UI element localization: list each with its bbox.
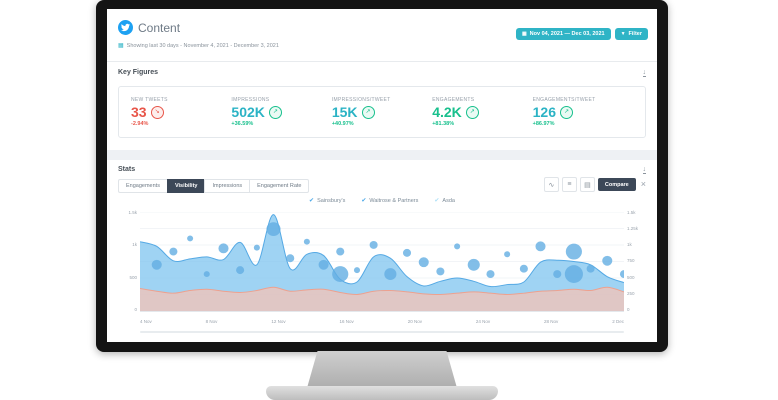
- download-icon[interactable]: ↓: [642, 69, 646, 77]
- calendar-icon: ▦: [118, 43, 124, 49]
- calendar-icon: ▦: [521, 30, 527, 37]
- tab-engagements[interactable]: Engagements: [118, 179, 167, 193]
- compare-button[interactable]: Compare: [597, 178, 636, 191]
- section-divider: [107, 150, 657, 160]
- filter-label: Filter: [628, 31, 642, 37]
- tick-label: 28 Nov: [544, 319, 559, 324]
- chart-controls: ∿ ≡ ▤ Compare ×: [543, 177, 646, 192]
- chart-plot[interactable]: [140, 212, 624, 312]
- y-axis-right: 1.5k 1.25k 1k 750 500 250 0: [625, 210, 646, 312]
- metric-value: 15K: [331, 104, 358, 120]
- monitor-frame: Content ▦ Showing last 30 days - Novembe…: [96, 0, 668, 352]
- metric-value: 4.2K: [432, 104, 462, 120]
- stats-title: Stats: [118, 166, 136, 173]
- metric-label: IMPRESSIONS: [231, 97, 270, 103]
- metric-engagements-per-tweet: ENGAGEMENTS/TWEET 126 ↗ +86.97%: [533, 97, 633, 127]
- chart-legend: ✔ Sainsbury's ✔ Waitrose & Partners ✔ As…: [107, 198, 657, 204]
- page-title: Content: [138, 20, 181, 35]
- tab-visibility[interactable]: Visibility: [166, 179, 205, 193]
- metric-value: 33: [131, 104, 147, 120]
- metric-delta: +36.59%: [231, 121, 254, 127]
- x-axis: 4 Nov 8 Nov 12 Nov 16 Nov 20 Nov 24 Nov 28 Nov…: [140, 319, 624, 324]
- filter-button[interactable]: ▼ Filter: [614, 28, 648, 40]
- tab-impressions[interactable]: Impressions: [204, 179, 250, 193]
- tick-label: 500: [129, 274, 137, 280]
- analytics-dashboard: Content ▦ Showing last 30 days - Novembe…: [107, 9, 657, 342]
- app-header: Content ▦ Showing last 30 days - Novembe…: [107, 9, 657, 62]
- tab-engagement-rate[interactable]: Engagement Rate: [249, 179, 310, 193]
- legend-waitrose[interactable]: ✔ Waitrose & Partners: [361, 198, 418, 204]
- tick-label: 1.5k: [627, 210, 636, 215]
- tick-label: 16 Nov: [339, 319, 354, 324]
- trend-up-icon: ↗: [361, 105, 375, 119]
- metric-value: 126: [532, 104, 556, 120]
- tick-label: 24 Nov: [475, 319, 491, 324]
- metric-label: IMPRESSIONS/TWEET: [331, 97, 391, 103]
- metric-label: ENGAGEMENTS/TWEET: [532, 97, 596, 103]
- date-range-subtitle: ▦ Showing last 30 days - November 4, 202…: [118, 43, 279, 49]
- key-figures-section: Key Figures ↓ NEW TWEETS 33 ↘ -2.94% IMP…: [107, 62, 657, 150]
- close-icon[interactable]: ×: [640, 179, 646, 189]
- checkbox-icon: ✔: [361, 198, 367, 204]
- metric-delta: +86.97%: [532, 121, 555, 127]
- tick-label: 250: [627, 290, 635, 296]
- brand: Content: [118, 20, 180, 35]
- checkbox-icon: ✔: [309, 198, 315, 204]
- metric-label: NEW TWEETS: [131, 97, 168, 103]
- stats-tabs: Engagements Visibility Impressions Engag…: [118, 179, 310, 193]
- tick-label: 2 Dec: [612, 319, 624, 324]
- metric-engagements: ENGAGEMENTS 4.2K ↗ +81.38%: [432, 97, 532, 127]
- date-range-button[interactable]: ▦ Nov 04, 2021 — Dec 03, 2021: [515, 28, 611, 40]
- stats-section: Stats ↓ Engagements Visibility Impressio…: [107, 160, 657, 342]
- twitter-icon: [118, 20, 133, 35]
- metric-new-tweets: NEW TWEETS 33 ↘ -2.94%: [131, 97, 231, 127]
- tick-label: 500: [627, 274, 635, 280]
- metric-value: 502K: [231, 104, 265, 120]
- metric-impressions: IMPRESSIONS 502K ↗ +36.59%: [231, 97, 331, 127]
- download-icon[interactable]: ↓: [642, 166, 646, 174]
- line-chart-icon[interactable]: ∿: [543, 177, 559, 192]
- tick-label: 12 Nov: [271, 319, 286, 324]
- timeline-scrubber[interactable]: [140, 331, 624, 333]
- trend-down-icon: ↘: [150, 105, 164, 119]
- trend-up-icon: ↗: [465, 105, 479, 119]
- tick-label: 1.5k: [128, 210, 137, 215]
- y-axis-left: 1.5k 1k 500 0: [118, 210, 139, 312]
- legend-asda[interactable]: ✔ Asda: [434, 198, 455, 204]
- tick-label: 0: [134, 306, 137, 312]
- screen: Content ▦ Showing last 30 days - Novembe…: [107, 9, 657, 342]
- grid-view-icon[interactable]: ▤: [579, 177, 595, 192]
- monitor-stand-neck: [307, 351, 457, 388]
- chart-area: 1.5k 1k 500 0 1.5k 1.25k 1k 750 500 250 0 4 Nov 8 …: [118, 210, 646, 338]
- tick-label: 4 Nov: [140, 319, 152, 324]
- metric-delta: -2.94%: [131, 121, 149, 127]
- tick-label: 1.25k: [627, 226, 639, 232]
- tick-label: 8 Nov: [205, 319, 218, 324]
- legend-label: Asda: [442, 198, 455, 204]
- metric-delta: +81.38%: [432, 121, 455, 127]
- checkbox-icon: ✔: [434, 198, 440, 204]
- key-figures-title: Key Figures: [118, 69, 159, 76]
- metric-label: ENGAGEMENTS: [432, 97, 475, 103]
- metric-delta: +40.97%: [331, 121, 354, 127]
- header-actions: ▦ Nov 04, 2021 — Dec 03, 2021 ▼ Filter: [515, 28, 648, 40]
- tick-label: 1k: [627, 242, 632, 248]
- metric-impressions-per-tweet: IMPRESSIONS/TWEET 15K ↗ +40.97%: [332, 97, 432, 127]
- tick-label: 1k: [132, 242, 137, 248]
- legend-sainsburys[interactable]: ✔ Sainsbury's: [309, 198, 345, 204]
- filter-icon: ▼: [620, 30, 626, 37]
- tick-label: 0: [627, 306, 630, 312]
- subtitle-text: Showing last 30 days - November 4, 2021 …: [126, 43, 279, 49]
- monitor-stand-base: [266, 386, 498, 400]
- metrics-card: NEW TWEETS 33 ↘ -2.94% IMPRESSIONS 502K …: [118, 86, 646, 138]
- tick-label: 20 Nov: [407, 319, 422, 324]
- trend-up-icon: ↗: [268, 105, 282, 119]
- legend-label: Sainsbury's: [317, 198, 346, 204]
- legend-label: Waitrose & Partners: [369, 198, 419, 204]
- tick-label: 750: [627, 258, 635, 264]
- visibility-chart[interactable]: [140, 212, 624, 311]
- date-range-label: Nov 04, 2021 — Dec 03, 2021: [529, 31, 605, 37]
- trend-up-icon: ↗: [559, 105, 573, 119]
- list-view-icon[interactable]: ≡: [561, 177, 577, 192]
